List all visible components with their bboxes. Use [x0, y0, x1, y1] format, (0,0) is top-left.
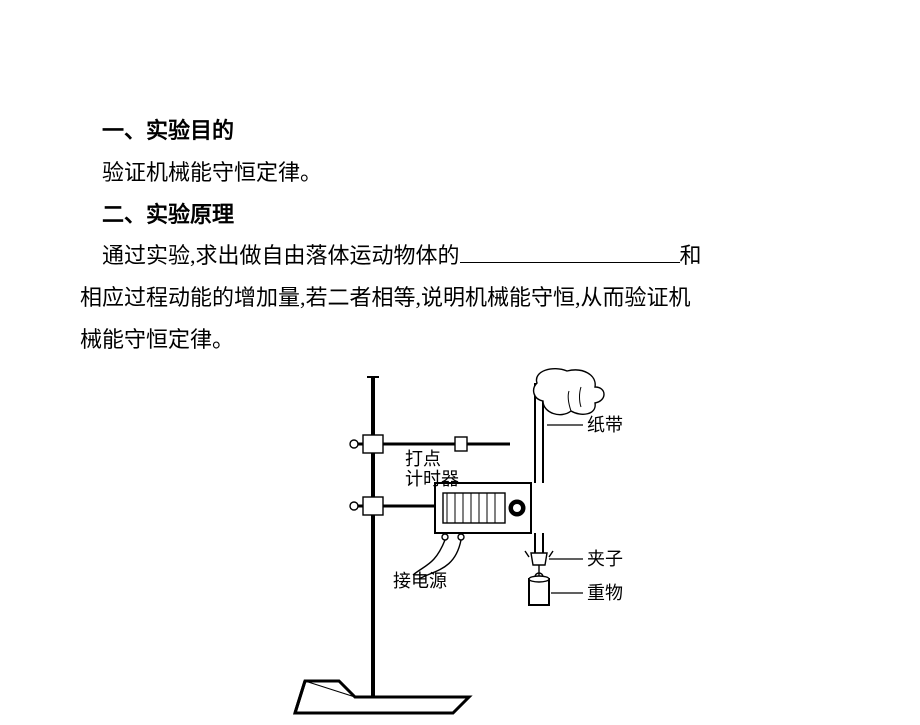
- svg-text:打点计时器: 打点计时器: [405, 449, 459, 489]
- apparatus-figure: 打点计时器 纸带接电源 夹子重物: [285, 365, 645, 725]
- fill-in-blank[interactable]: [460, 238, 680, 263]
- section-2-line-2: 相应过程动能的增加量,若二者相等,说明机械能守恒,从而验证机: [80, 277, 850, 319]
- section-2-heading: 二、实验原理: [80, 194, 850, 236]
- section-2-line-1: 通过实验,求出做自由落体运动物体的 和: [80, 235, 850, 277]
- section-1-heading: 一、实验目的: [80, 110, 850, 152]
- section-2-line-3: 械能守恒定律。: [80, 319, 850, 361]
- section-2-body-2: 和: [680, 243, 702, 268]
- svg-text:接电源: 接电源: [393, 571, 447, 591]
- svg-text:重物: 重物: [587, 583, 623, 603]
- apparatus-svg: 打点计时器 纸带接电源 夹子重物: [285, 365, 645, 725]
- section-2-body-1: 通过实验,求出做自由落体运动物体的: [102, 243, 460, 268]
- svg-text:纸带: 纸带: [587, 415, 623, 435]
- section-1-body: 验证机械能守恒定律。: [80, 152, 850, 194]
- svg-text:夹子: 夹子: [587, 549, 623, 569]
